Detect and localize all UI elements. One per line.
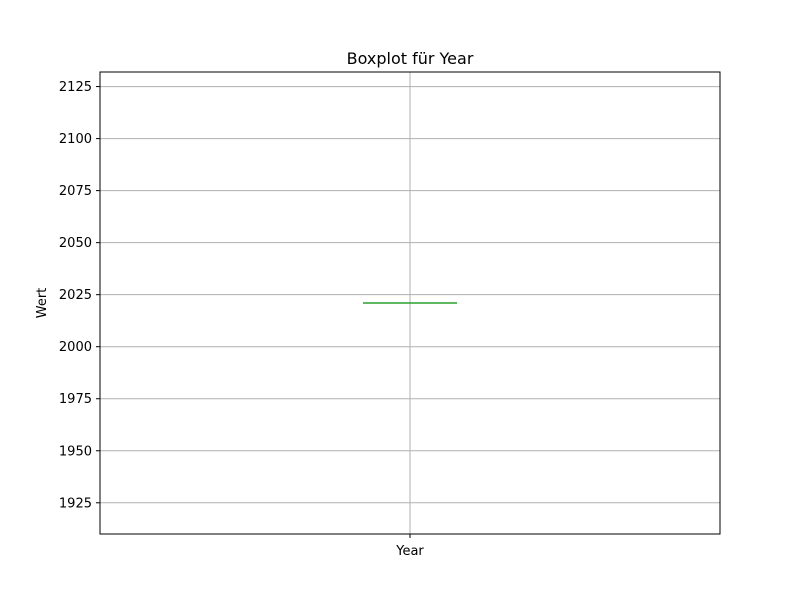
y-ticks: 1925 1950 1975 2000 2025 2050 2075 2100 2125 <box>59 80 100 511</box>
y-tick-label: 1925 <box>59 496 92 511</box>
x-ticks: Year <box>395 534 424 559</box>
y-axis-label: Wert <box>35 288 50 319</box>
grid-layer <box>100 72 720 534</box>
chart-title: Boxplot für Year <box>347 49 474 68</box>
y-tick-label: 2025 <box>59 288 92 303</box>
y-tick-label: 2125 <box>59 80 92 95</box>
y-tick-label: 2000 <box>59 340 92 355</box>
x-tick-label: Year <box>395 544 424 559</box>
y-tick-label: 1950 <box>59 444 92 459</box>
y-tick-label: 2075 <box>59 184 92 199</box>
y-tick-label: 1975 <box>59 392 92 407</box>
y-tick-label: 2100 <box>59 132 92 147</box>
y-tick-label: 2050 <box>59 236 92 251</box>
